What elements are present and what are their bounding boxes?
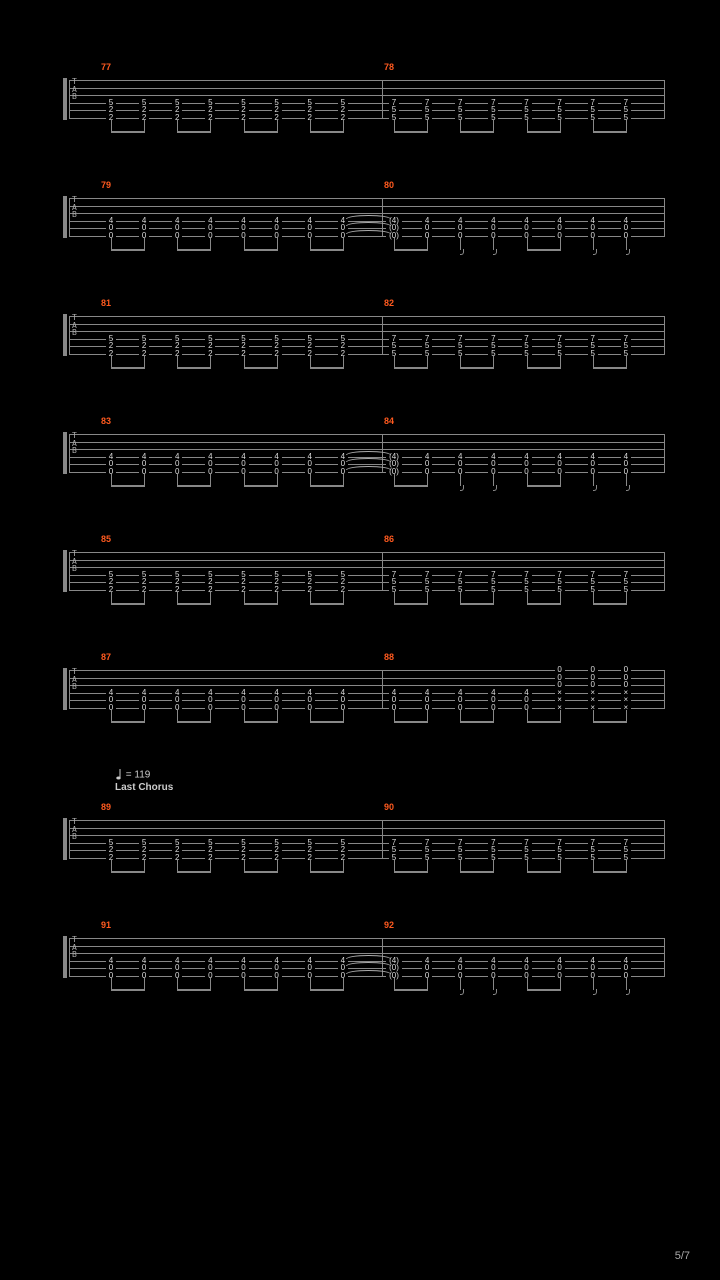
tab-system: TAB400400400400400400400400(4)(0)(0)4004… [55, 178, 665, 258]
tab-system: TAB400400400400400400400400(4)(0)(0)4004… [55, 414, 665, 494]
fret-number: 0 [555, 681, 565, 689]
measure-number: 77 [101, 62, 111, 72]
tab-system: TAB400400400400400400400400(4)(0)(0)4004… [55, 918, 665, 998]
measure-number: 82 [384, 298, 394, 308]
measure-number: 83 [101, 416, 111, 426]
measure-number: 84 [384, 416, 394, 426]
measure-number: 78 [384, 62, 394, 72]
measure-number: 91 [101, 920, 111, 930]
measure-number: 90 [384, 802, 394, 812]
measure-number: 85 [101, 534, 111, 544]
page-number: 5/7 [675, 1250, 690, 1262]
measure-number: 89 [101, 802, 111, 812]
tab-system: TAB5225225225225225225225227557557557557… [55, 532, 665, 612]
tab-system: TAB5225225225225225225225227557557557557… [55, 296, 665, 376]
measure-number: 87 [101, 652, 111, 662]
tab-system: TAB5225225225225225225225227557557557557… [55, 800, 665, 880]
measure-number: 88 [384, 652, 394, 662]
measure-number: 92 [384, 920, 394, 930]
fret-number: 0 [621, 681, 631, 689]
measure-number: 80 [384, 180, 394, 190]
measure-number: 81 [101, 298, 111, 308]
tab-system: TAB5225225225225225225225227557557557557… [55, 60, 665, 140]
fret-number: 0 [588, 681, 598, 689]
measure-number: 79 [101, 180, 111, 190]
tab-system: TAB4004004004004004004004004004004004004… [55, 650, 665, 730]
section-label: = 119Last Chorus [115, 768, 665, 794]
measure-number: 86 [384, 534, 394, 544]
